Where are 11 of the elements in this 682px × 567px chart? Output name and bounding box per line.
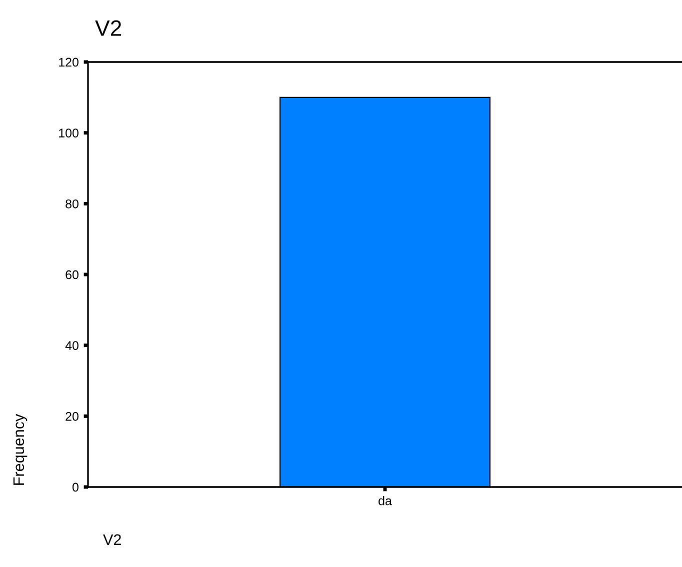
y-tick-label: 60 <box>66 270 78 280</box>
x-axis-title: V2 <box>103 534 121 545</box>
x-tick-label: da <box>378 496 392 506</box>
y-tick-label: 40 <box>65 341 78 350</box>
y-tick-label: 80 <box>66 199 78 208</box>
y-tick-label: 120 <box>59 58 78 67</box>
y-tick-label: 20 <box>66 412 78 421</box>
y-tick-label: 0 <box>72 482 78 492</box>
y-axis-title: Frequency <box>13 414 28 485</box>
chart-title: V2 <box>95 20 122 36</box>
y-tick-label: 100 <box>59 128 78 138</box>
